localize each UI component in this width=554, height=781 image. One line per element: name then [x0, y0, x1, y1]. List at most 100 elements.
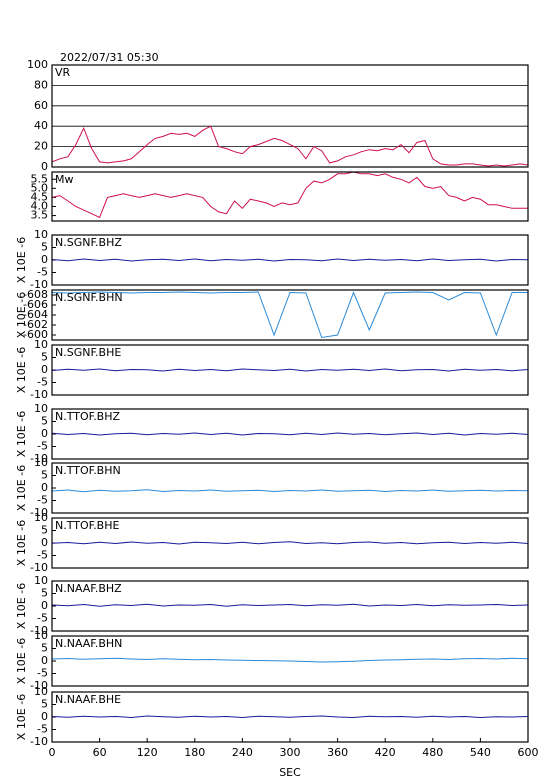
y-tick-label: 5	[41, 241, 48, 254]
x-tick-label: 60	[93, 746, 107, 759]
y-axis-label: X 10E -6	[15, 347, 28, 393]
y-tick-label: 100	[27, 58, 48, 71]
trace	[51, 715, 529, 719]
trace	[51, 171, 528, 219]
x-tick-label: 180	[184, 746, 205, 759]
panel-label: N.TTOF.BHE	[55, 519, 120, 532]
y-tick-label: 10	[34, 456, 48, 469]
x-tick-label: 480	[422, 746, 443, 759]
y-tick-label: 10	[34, 685, 48, 698]
panel-frame	[51, 344, 529, 396]
y-tick-label: 5	[41, 351, 48, 364]
y-tick-label: 5	[41, 524, 48, 537]
y-tick-label: -10	[30, 278, 48, 291]
y-tick-label: 5	[41, 469, 48, 482]
panel-label: N.SGNF.BHE	[55, 346, 121, 359]
y-axis-label: X 10E -6	[15, 411, 28, 457]
y-tick-label: -5	[37, 723, 48, 736]
panel-frame	[51, 462, 529, 514]
panel-frame	[51, 234, 529, 286]
y-tick-label: -10	[30, 388, 48, 401]
y-tick-label: -600	[23, 328, 48, 341]
y-tick-label: -10	[30, 452, 48, 465]
y-tick-label: 80	[34, 78, 48, 91]
y-tick-label: 5	[41, 587, 48, 600]
trace	[51, 489, 529, 493]
y-tick-label: 0	[41, 710, 48, 723]
panel-label: Mw	[55, 173, 74, 186]
x-tick-label: 120	[137, 746, 158, 759]
y-tick-label: 0	[41, 363, 48, 376]
trace	[51, 657, 529, 663]
panel-frame	[51, 289, 529, 341]
y-tick-label: -5	[37, 612, 48, 625]
x-axis-label: SEC	[279, 766, 301, 779]
y-tick-label: -602	[23, 318, 48, 331]
panel-label: N.TTOF.BHZ	[55, 410, 121, 423]
y-tick-label: -5	[37, 266, 48, 279]
y-axis-label: X 10E -6	[15, 292, 28, 338]
y-tick-label: 4.5	[31, 190, 49, 203]
x-tick-label: 540	[470, 746, 491, 759]
y-tick-label: -10	[30, 624, 48, 637]
y-tick-label: 10	[34, 629, 48, 642]
trace	[51, 541, 529, 545]
y-axis-label: X 10E -6	[15, 465, 28, 511]
y-tick-label: 0	[41, 427, 48, 440]
y-tick-label: 0	[41, 253, 48, 266]
trace	[51, 432, 529, 436]
trace	[51, 291, 528, 339]
panel-frame	[51, 171, 529, 222]
y-tick-label: -10	[30, 561, 48, 574]
panel-label: N.SGNF.BHN	[55, 291, 123, 304]
panel-frame	[51, 408, 529, 460]
x-tick-label: 240	[232, 746, 253, 759]
panel-label: N.SGNF.BHZ	[55, 236, 122, 249]
y-tick-label: 3.5	[31, 209, 49, 222]
x-tick-label: 360	[327, 746, 348, 759]
y-tick-label: -5	[37, 494, 48, 507]
panel-label: VR	[55, 66, 71, 79]
y-tick-label: -5	[37, 376, 48, 389]
y-tick-label: 0	[41, 536, 48, 549]
y-tick-label: 5.0	[31, 181, 49, 194]
y-tick-label: 5	[41, 415, 48, 428]
x-tick-label: 420	[375, 746, 396, 759]
panel-label: N.NAAF.BHN	[55, 637, 122, 650]
y-tick-label: 0	[41, 599, 48, 612]
y-tick-label: 5	[41, 642, 48, 655]
trace	[51, 603, 529, 607]
y-tick-label: -5	[37, 667, 48, 680]
y-tick-label: -5	[37, 440, 48, 453]
y-tick-label: 10	[34, 228, 48, 241]
x-tick-label: 0	[49, 746, 56, 759]
y-tick-label: 10	[34, 511, 48, 524]
y-tick-label: 5.5	[31, 172, 49, 185]
panel-label: N.TTOF.BHN	[55, 464, 121, 477]
panel-label: N.NAAF.BHE	[55, 693, 121, 706]
y-tick-label: -10	[30, 679, 48, 692]
panel-frame	[51, 517, 529, 569]
trace	[51, 125, 529, 167]
y-tick-label: 10	[34, 574, 48, 587]
y-tick-label: -10	[30, 735, 48, 748]
y-axis-label: X 10E -6	[15, 520, 28, 566]
trace	[51, 368, 529, 372]
panel-frame	[51, 64, 529, 168]
y-axis-label: X 10E -6	[15, 583, 28, 629]
y-tick-label: 10	[34, 402, 48, 415]
y-tick-label: 0	[41, 654, 48, 667]
y-tick-label: 40	[34, 119, 48, 132]
y-tick-label: 0	[41, 481, 48, 494]
y-tick-label: 5	[41, 698, 48, 711]
y-axis-label: X 10E -6	[15, 638, 28, 684]
y-axis-label: X 10E -6	[15, 694, 28, 740]
x-tick-label: 300	[280, 746, 301, 759]
y-tick-label: 0	[41, 160, 48, 173]
y-tick-label: -606	[23, 298, 48, 311]
y-tick-label: -5	[37, 549, 48, 562]
y-tick-label: 60	[34, 99, 48, 112]
panel-label: N.NAAF.BHZ	[55, 582, 122, 595]
y-tick-label: 4.0	[31, 199, 49, 212]
